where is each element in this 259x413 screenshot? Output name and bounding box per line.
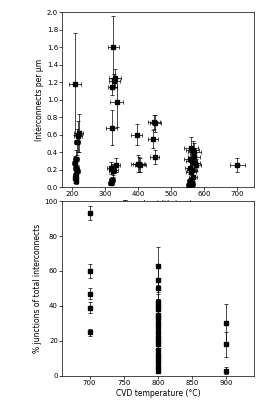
X-axis label: CVD temperature (°C): CVD temperature (°C) [116, 389, 200, 398]
Y-axis label: Interconnects per μm: Interconnects per μm [35, 59, 44, 141]
X-axis label: Trench width (nm): Trench width (nm) [123, 200, 193, 209]
Y-axis label: % junctions of total interconnects: % junctions of total interconnects [33, 224, 42, 353]
